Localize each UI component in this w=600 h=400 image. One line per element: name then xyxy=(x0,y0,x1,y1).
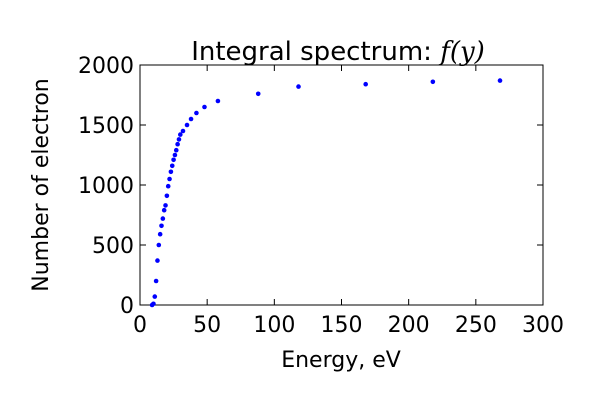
data-point xyxy=(171,157,176,163)
data-point xyxy=(202,104,207,110)
data-point xyxy=(296,84,301,89)
chart-title-text: Integral spectrum: xyxy=(191,37,440,67)
data-point xyxy=(161,207,167,213)
data-point xyxy=(159,223,164,229)
x-tick-label: 300 xyxy=(522,313,564,338)
data-point xyxy=(215,98,221,104)
y-tick-label: 1500 xyxy=(78,114,134,139)
data-point xyxy=(172,152,178,158)
x-tick-label: 150 xyxy=(321,313,363,338)
data-point xyxy=(176,137,182,142)
data-point xyxy=(184,122,190,128)
data-point xyxy=(497,78,503,83)
data-point xyxy=(173,147,179,153)
x-tick-label: 0 xyxy=(133,313,147,338)
data-point xyxy=(155,258,160,263)
data-point xyxy=(157,231,163,237)
ticks xyxy=(139,64,544,306)
data-point xyxy=(160,216,166,221)
data-point xyxy=(156,242,162,248)
data-point xyxy=(168,169,174,175)
chart-title: Integral spectrum: f(y) xyxy=(191,37,485,67)
data-point xyxy=(163,203,168,208)
x-tick-label: 50 xyxy=(193,313,221,338)
y-tick-label: 500 xyxy=(92,234,134,259)
y-tick-label: 1000 xyxy=(78,174,134,199)
data-point xyxy=(152,294,158,299)
data-point xyxy=(178,132,183,137)
x-axis-label: Energy, eV xyxy=(281,348,401,373)
data-point xyxy=(153,278,159,284)
data-point xyxy=(188,116,194,122)
data-points xyxy=(149,78,503,308)
data-point xyxy=(363,81,368,87)
x-tick-label: 250 xyxy=(455,313,497,338)
data-point xyxy=(180,128,186,134)
y-tick-label: 2000 xyxy=(78,54,134,79)
data-point xyxy=(165,183,171,189)
chart-title-math: f(y) xyxy=(438,37,485,67)
data-point xyxy=(151,301,156,307)
data-point xyxy=(169,163,175,169)
x-tick-label: 200 xyxy=(388,313,430,338)
y-axis-label: Number of electron xyxy=(29,78,54,291)
data-point xyxy=(255,91,261,97)
data-point xyxy=(194,110,199,116)
data-point xyxy=(175,141,180,147)
y-tick-label: 0 xyxy=(120,294,134,319)
tick-labels: 0 50 100 150 200 250 300 0 500 1000 1500 2000 xyxy=(78,54,564,338)
data-point xyxy=(164,193,170,199)
data-point xyxy=(167,176,172,182)
x-tick-label: 100 xyxy=(253,313,295,338)
data-point xyxy=(430,79,436,85)
plot-frame xyxy=(139,64,544,306)
